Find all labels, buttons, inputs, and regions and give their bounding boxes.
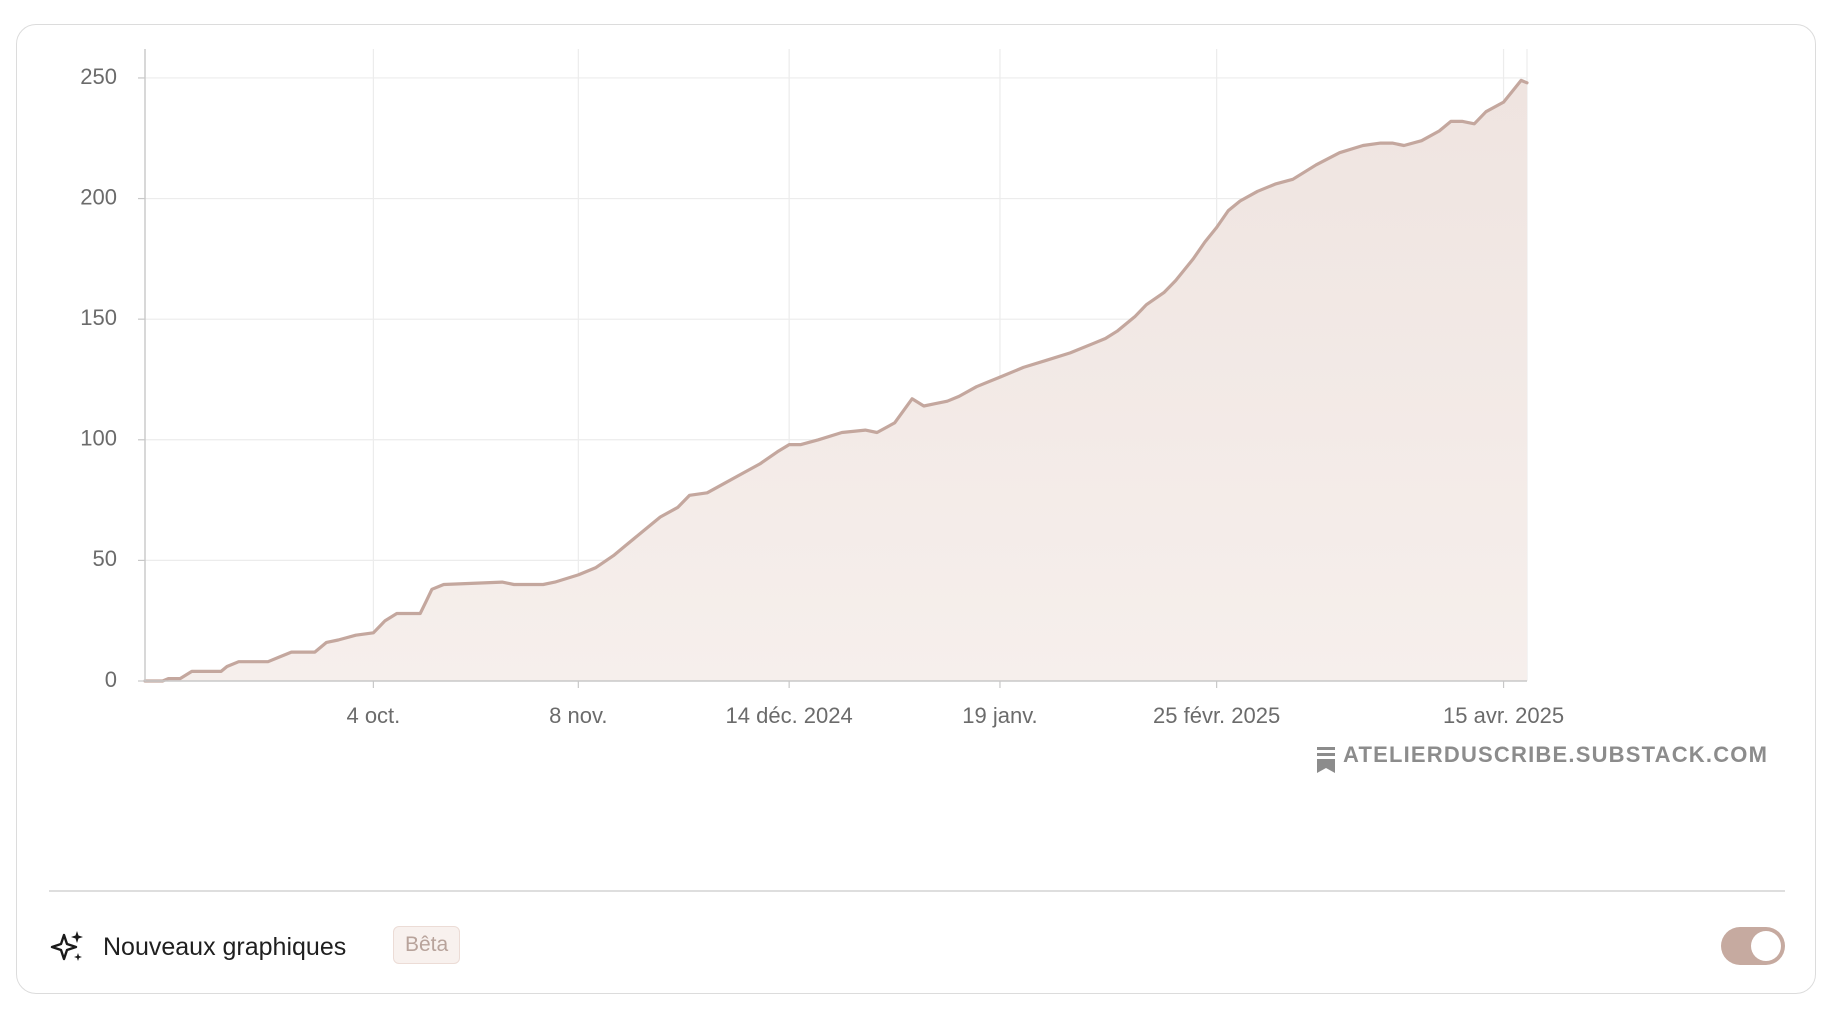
substack-icon <box>1317 747 1335 773</box>
footer-title: Nouveaux graphiques <box>103 933 347 961</box>
series-line <box>143 78 1529 683</box>
y-tick-label: 0 <box>105 667 117 692</box>
watermark-text: ATELIERDUSCRIBE.SUBSTACK.COM <box>1343 742 1768 767</box>
beta-badge: Bêta <box>393 926 461 964</box>
y-tick-label: 150 <box>80 305 117 330</box>
new-charts-toggle[interactable] <box>1721 927 1785 965</box>
toggle-knob <box>1751 931 1781 961</box>
chart-card: 0 50 100 150 200 250 4 oct. 8 nov. 14 déc. 2024 1… <box>16 24 1816 994</box>
footer: Nouveaux graphiques Bêta <box>49 923 1785 971</box>
x-tick-label: 19 janv. <box>962 703 1037 728</box>
footer-divider <box>49 890 1785 892</box>
sparkles-icon <box>50 931 83 961</box>
y-tick-label: 250 <box>80 64 117 89</box>
x-tick-label: 8 nov. <box>549 703 607 728</box>
x-tick-label: 14 déc. 2024 <box>726 703 853 728</box>
x-tick-label: 25 févr. 2025 <box>1153 703 1280 728</box>
x-tick-label: 4 oct. <box>346 703 400 728</box>
y-tick-label: 50 <box>93 546 117 571</box>
watermark: ATELIERDUSCRIBE.SUBSTACK.COM <box>1317 742 1768 773</box>
series-area <box>145 80 1527 681</box>
growth-chart: 0 50 100 150 200 250 4 oct. 8 nov. 14 déc. 2024 1… <box>80 49 1768 773</box>
x-tick-label: 15 avr. 2025 <box>1443 703 1564 728</box>
y-tick-label: 100 <box>80 426 117 451</box>
y-tick-label: 200 <box>80 184 117 209</box>
